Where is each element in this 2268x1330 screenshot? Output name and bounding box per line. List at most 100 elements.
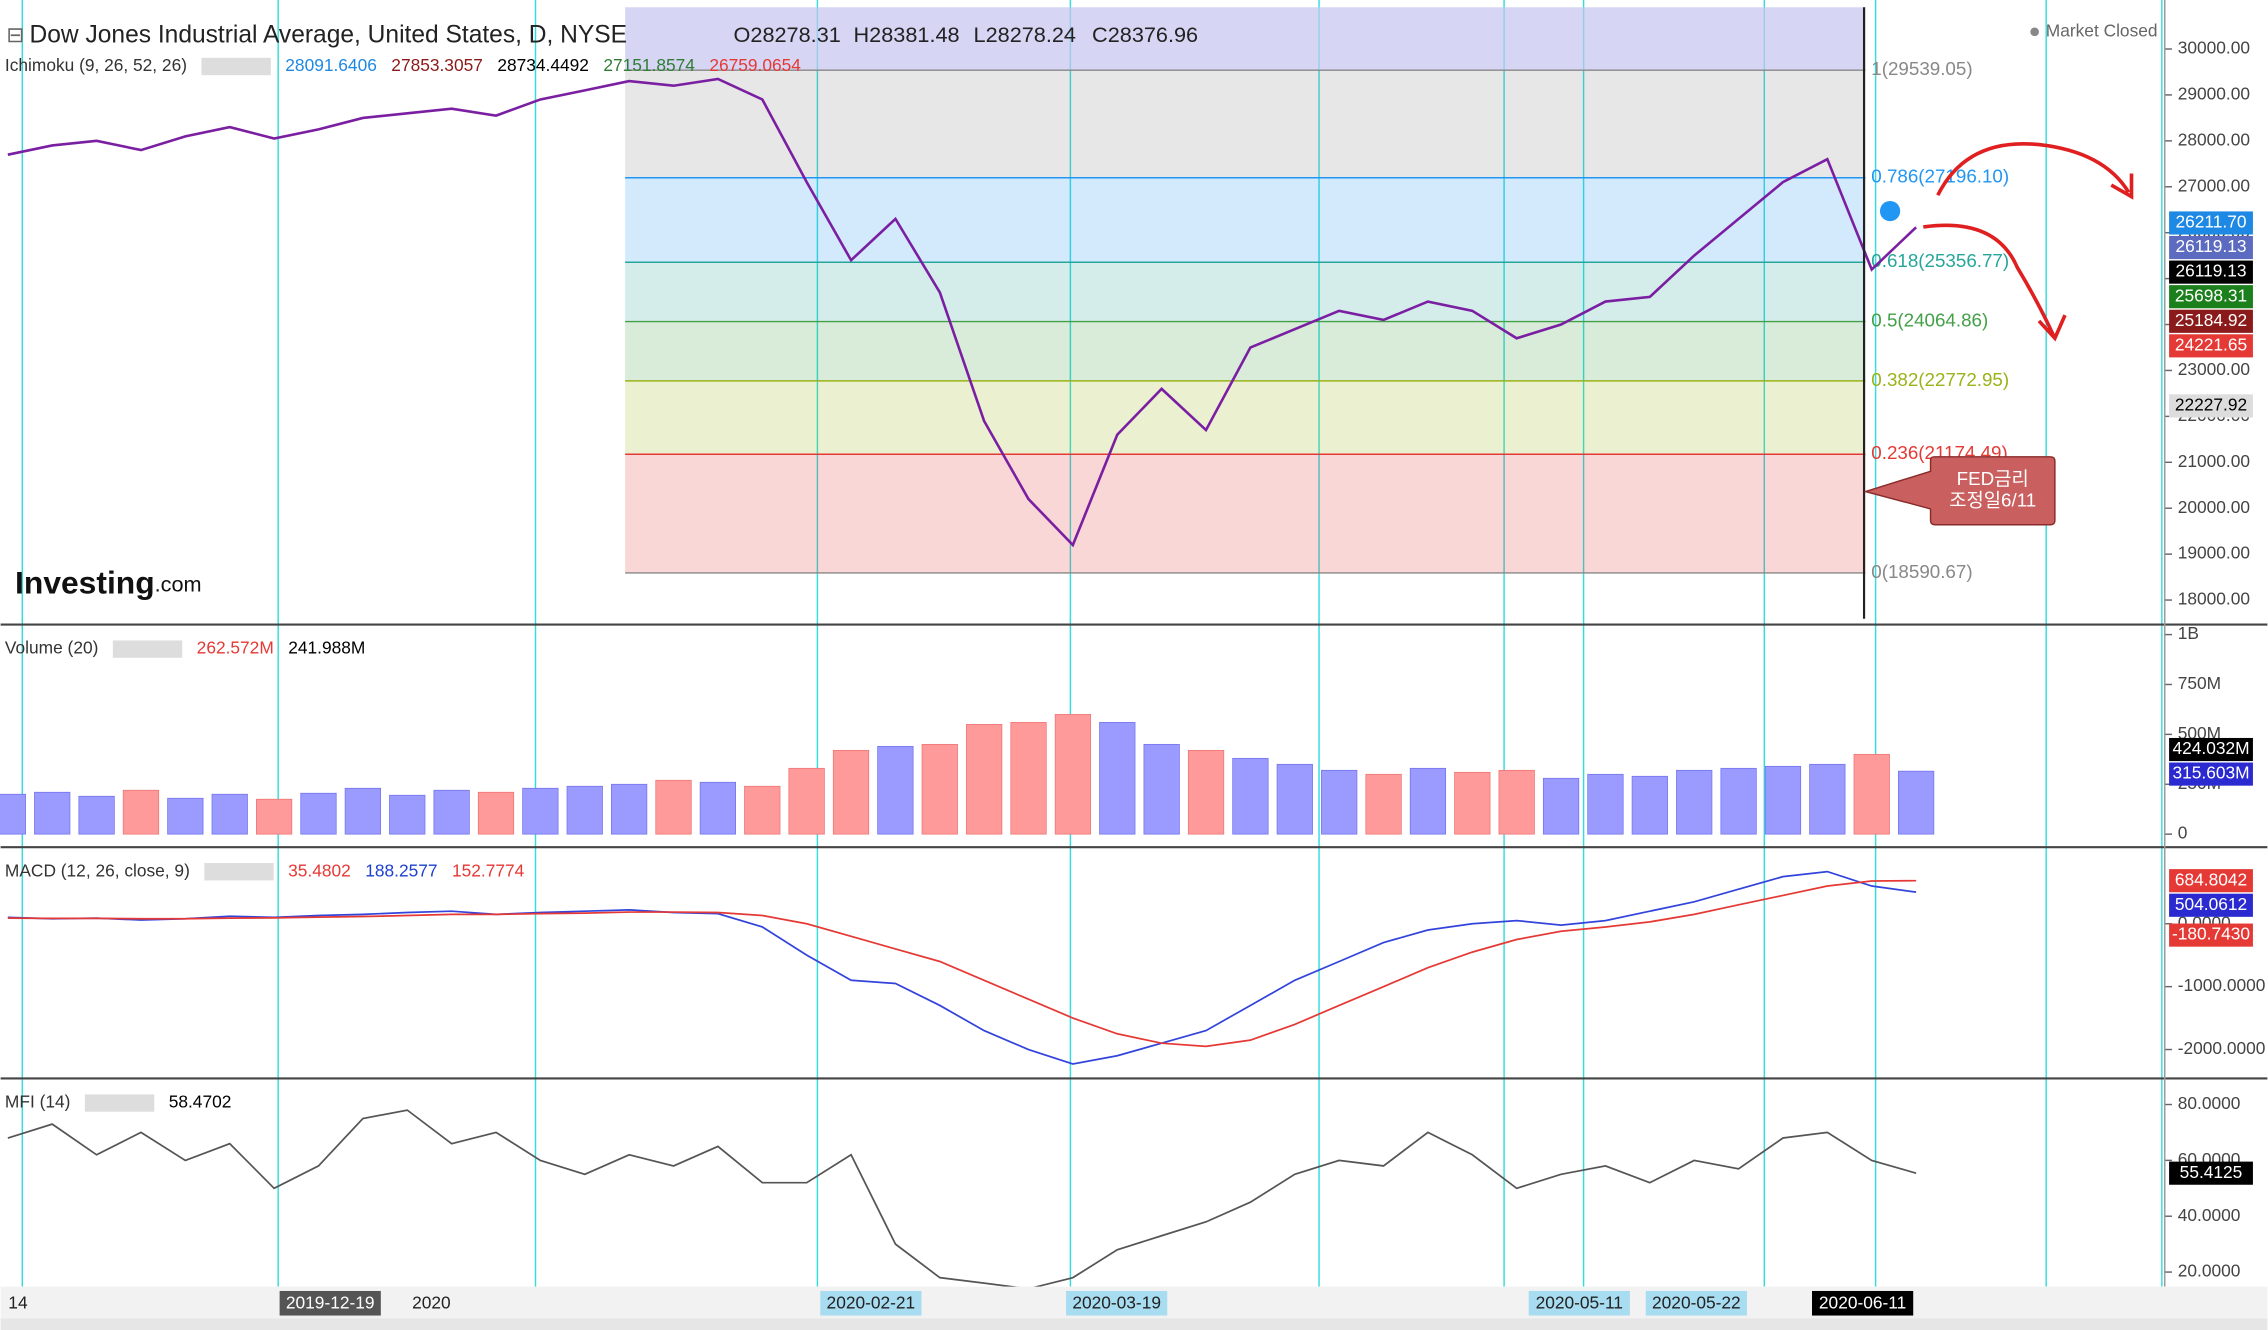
market-status: Market Closed [2046,20,2158,40]
volume-bar [655,779,692,835]
ohlc-value: C28376.96 [1092,22,1198,47]
volume-bar [255,798,293,835]
price-tag [2169,309,2253,333]
y-tick-label: 40.0000 [2178,1205,2241,1225]
volume-bar [300,792,337,835]
price-tag-label: 55.4125 [2180,1162,2243,1182]
volume-bar [1720,767,1757,835]
time-label-box [279,1290,381,1316]
volume-bar [433,789,470,835]
price-tag [2169,235,2253,260]
price-tag-label: 26211.70 [2176,212,2247,232]
y-tick-label: 21000.00 [2178,451,2250,471]
y-tick-label: 29000.00 [2178,84,2250,104]
time-label: 2020-06-11 [1819,1293,1906,1313]
y-tick-label: 0 [2178,823,2188,843]
volume-bar [211,793,248,835]
ohlc-value: H28381.48 [854,22,960,47]
volume-bar [788,767,825,835]
indicator-value: 35.4802 [288,860,351,880]
price-tag [2169,260,2253,284]
callout [1862,456,2056,526]
volume-bar [1587,773,1624,835]
indicator-value: 152.7774 [452,860,525,880]
volume-bar [744,785,781,835]
indicator-value: 58.4702 [169,1092,232,1112]
logo: Investing.com [15,565,202,601]
price-tag [2169,923,2253,947]
annotation-text: 조정일6/11 [1949,490,2036,511]
price-tag [2169,869,2253,893]
volume-bar [1099,722,1136,835]
price-tag [2169,893,2253,917]
fib-band [625,321,1866,381]
collapse-icon[interactable]: ⊟ [6,22,24,47]
time-label: 2020-05-22 [1652,1293,1741,1313]
price-tag [2169,1161,2253,1185]
price-tag [2169,737,2253,762]
panel-separators [0,0,2268,1287]
price-tag [2169,211,2253,235]
time-label: 2020-02-21 [827,1293,916,1313]
fib-label: 0.786(27196.10) [1871,166,2009,187]
y-tick-label: 20000.00 [2178,497,2250,517]
time-label: 14 [8,1293,28,1313]
fib-label: 0(18590.67) [1871,561,1972,582]
indicator-title: Ichimoku (9, 26, 52, 26) [5,55,187,75]
y-tick-label: 19000.00 [2178,543,2250,563]
price-tag [2169,762,2253,786]
volume-bar [966,724,1003,835]
volume-bar [34,791,71,835]
series-line [7,870,1917,1065]
price-tag-label: 26119.13 [2176,261,2247,281]
ohlc: O28278.31 H28381.48 L28278.24 C28376.96 [734,22,1199,47]
pivot-marker [1879,200,1901,222]
volume-bar [1498,769,1535,835]
volume-bar [344,787,381,835]
price-tag-label: 25698.31 [2175,285,2247,305]
volume-bar [122,789,160,835]
fib-label: 0.382(22772.95) [1871,369,2009,390]
backdrop [21,0,2163,1287]
volume-bar [0,793,26,835]
fib-top-band [625,7,1866,71]
y-tick-label: 80.0000 [2178,1093,2241,1113]
y-tick-label: 20.0000 [2178,1261,2241,1281]
y-tick-label: 18000.00 [2178,589,2250,609]
volume-bar [1143,743,1180,835]
time-label-box [1066,1290,1168,1316]
volume-bar [477,791,515,835]
volume-bar [699,781,737,835]
indicator-icons [201,57,271,76]
volume-bar [566,785,603,835]
fib-label: 1(29539.05) [1871,58,1972,79]
annotation: FED금리 조정일6/11 [1862,456,2056,526]
y-tick-label: 1B [2178,623,2199,643]
series-line [7,879,1917,1048]
indicator-title: MFI (14) [5,1092,70,1112]
y-tick-label: 30000.00 [2178,38,2250,58]
indicator-value: 188.2577 [365,860,437,880]
arrow-up [1936,142,2134,200]
y-tick-label: -1000.0000 [2178,975,2266,995]
price-tag [2169,394,2253,418]
status-dot [2030,27,2039,37]
price-tag-label: 424.032M [2172,738,2249,758]
volume-bar [832,749,870,835]
volume-bar [1365,773,1402,835]
volume-bar [522,787,559,835]
time-label-box [1645,1290,1747,1316]
volume-bar [1676,769,1713,835]
x-axis-labels: 14 2019-12-19 2020 2020-02-21 2020-03-19 2020… [8,1290,1914,1316]
annotation-text: FED금리 [1957,468,2029,489]
volume-bar [1454,771,1491,835]
fib-label: 0.618(25356.77) [1871,250,2009,271]
price-tag-label: -180.7430 [2172,924,2250,944]
price-tag-label: 22227.92 [2175,394,2247,414]
volume-bar [1631,775,1668,835]
volume-bar [167,797,204,835]
volume-bar [1054,714,1092,835]
